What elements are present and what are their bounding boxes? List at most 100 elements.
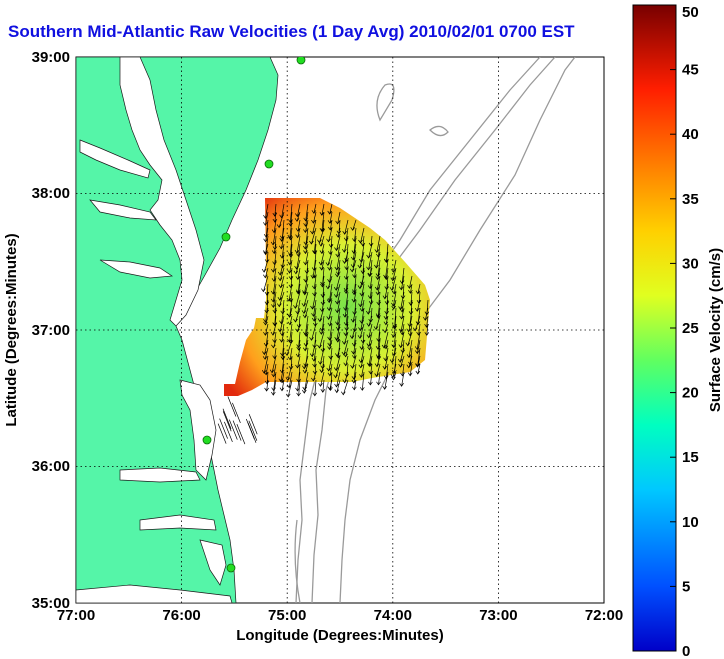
velocity-vector — [342, 331, 349, 345]
velocity-vector — [358, 355, 365, 369]
velocity-vector — [350, 307, 357, 323]
velocity-vector — [341, 339, 349, 356]
velocity-vector — [374, 363, 381, 378]
velocity-vector — [288, 267, 294, 281]
velocity-vector — [326, 299, 333, 312]
velocity-vector — [366, 243, 373, 259]
velocity-vector — [319, 243, 325, 255]
velocity-vector — [359, 339, 365, 351]
velocity-vector — [327, 211, 333, 224]
velocity-vector — [263, 227, 269, 243]
velocity-vector — [277, 291, 285, 308]
velocity-vector — [350, 355, 357, 369]
velocity-vector — [302, 283, 309, 296]
velocity-vector — [224, 421, 233, 443]
velocity-vector — [302, 339, 309, 352]
velocity-vector — [327, 363, 333, 377]
lat-tick: 38:00 — [32, 185, 70, 202]
velocity-vector — [263, 211, 269, 226]
velocity-vector — [270, 227, 277, 246]
velocity-vector — [279, 235, 285, 250]
velocity-vector — [311, 371, 317, 382]
velocity-vector — [271, 379, 277, 396]
velocity-vector — [248, 414, 258, 435]
radar-stations — [202, 57, 306, 573]
velocity-vector — [343, 283, 349, 295]
velocity-vector — [320, 283, 326, 298]
velocity-vector — [319, 259, 325, 271]
colorbar-tick-label: 35 — [682, 191, 699, 208]
radar-station — [221, 232, 231, 242]
velocity-vector — [366, 315, 373, 327]
velocity-vector — [406, 339, 413, 359]
velocity-vectors — [217, 203, 430, 445]
velocity-vector — [335, 347, 341, 358]
velocity-vector — [375, 299, 381, 318]
velocity-vector — [303, 219, 309, 234]
velocity-vector — [368, 371, 373, 386]
colorbar-tick-label: 40 — [682, 126, 699, 143]
velocity-vector — [342, 299, 349, 318]
velocity-vector — [293, 307, 301, 323]
velocity-vector — [359, 283, 365, 297]
colorbar-tick-label: 20 — [682, 385, 699, 402]
velocity-vector — [301, 299, 309, 315]
colorbar-tick-label: 50 — [682, 4, 699, 21]
velocity-vector — [232, 402, 241, 424]
velocity-vector — [384, 291, 390, 305]
velocity-vector — [303, 331, 309, 347]
velocity-vector — [389, 347, 397, 364]
velocity-vector — [335, 307, 341, 326]
velocity-vector — [301, 291, 309, 307]
velocity-vector — [272, 203, 278, 217]
velocity-vector — [359, 299, 365, 312]
velocity-vector — [349, 323, 357, 340]
velocity-vector — [399, 275, 405, 291]
velocity-vector — [295, 323, 301, 333]
velocity-vector — [271, 339, 277, 349]
colorbar-tick-label: 5 — [682, 578, 690, 595]
velocity-vector — [295, 203, 301, 218]
velocity-vector — [271, 291, 277, 309]
velocity-vector — [334, 283, 341, 298]
velocity-vector — [296, 283, 301, 295]
velocity-vector — [327, 379, 333, 391]
colorbar-label: Surface Velocity (cm/s) — [707, 248, 724, 412]
lat-tick: 37:00 — [32, 322, 70, 339]
lat-tick: 39:00 — [32, 49, 70, 66]
velocity-vector — [303, 235, 309, 250]
velocity-vector — [398, 331, 405, 349]
velocity-vector — [261, 259, 269, 273]
velocity-vector — [262, 347, 269, 360]
velocity-vector — [382, 283, 389, 300]
velocity-vector — [398, 355, 405, 368]
velocity-vector — [287, 259, 293, 274]
velocity-vector — [334, 251, 341, 271]
velocity-vector — [343, 347, 349, 358]
velocity-vector — [312, 267, 317, 279]
velocity-vector — [327, 339, 333, 351]
velocity-vector — [271, 243, 277, 255]
velocity-vector — [366, 331, 373, 348]
velocity-vector — [294, 211, 301, 222]
velocity-vector — [367, 267, 373, 278]
velocity-vector — [319, 323, 325, 335]
velocity-vector — [286, 283, 293, 302]
radar-station — [226, 563, 236, 573]
velocity-vector — [367, 339, 373, 351]
velocity-vector — [335, 211, 341, 225]
velocity-vector — [325, 251, 333, 267]
velocity-vector — [390, 267, 397, 282]
velocity-vector — [279, 371, 285, 384]
colorbar-tick-label: 25 — [682, 320, 699, 337]
velocity-vector — [333, 355, 341, 372]
velocity-vector — [342, 251, 349, 265]
velocity-vector — [285, 363, 293, 382]
velocity-vector — [309, 323, 317, 341]
velocity-vector — [288, 275, 294, 289]
velocity-vector — [352, 379, 357, 391]
colorbar-tick-label: 30 — [682, 255, 699, 272]
velocity-vector — [271, 371, 277, 392]
velocity-vector — [295, 355, 301, 369]
